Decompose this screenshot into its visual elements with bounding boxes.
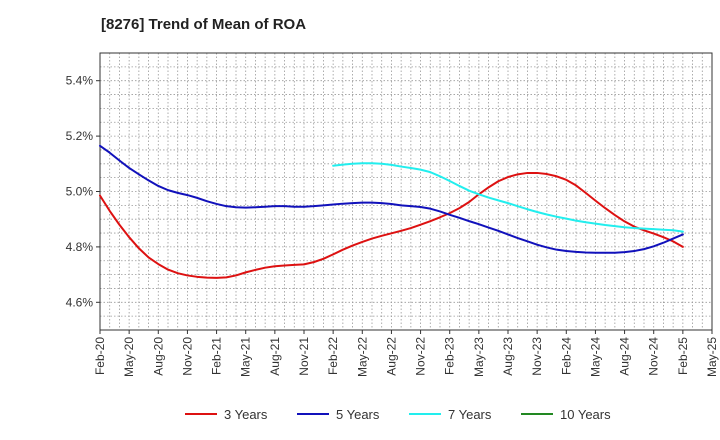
legend-label-7-years: 7 Years bbox=[448, 407, 492, 422]
x-tick-label: May-20 bbox=[122, 337, 136, 377]
series-line-5-years bbox=[99, 144, 684, 254]
x-tick-label: Feb-25 bbox=[676, 337, 690, 375]
x-tick-label: Aug-23 bbox=[501, 337, 515, 376]
legend: 3 Years 5 Years 7 Years 10 Years bbox=[185, 407, 611, 422]
y-tick-label: 5.0% bbox=[66, 185, 94, 199]
x-tick-label: May-21 bbox=[239, 337, 253, 377]
x-tick-label: Aug-20 bbox=[151, 337, 165, 376]
axes: 4.6% 4.8% 5.0% 5.2% 5.4% Feb-20 May-20 Aug-20 No… bbox=[66, 52, 719, 377]
legend-label-3-years: 3 Years bbox=[224, 407, 268, 422]
x-tick-label: Feb-24 bbox=[559, 337, 573, 375]
x-tick-label: May-22 bbox=[355, 337, 369, 377]
x-tick-label: Nov-20 bbox=[180, 337, 194, 376]
series-line-3-years bbox=[99, 171, 684, 279]
grid bbox=[99, 53, 713, 330]
x-tick-label: Nov-21 bbox=[297, 337, 311, 376]
y-tick-label: 5.2% bbox=[66, 129, 94, 143]
x-tick-label: Feb-23 bbox=[443, 337, 457, 375]
chart-title: [8276] Trend of Mean of ROA bbox=[101, 16, 307, 33]
x-tick-label: Feb-20 bbox=[93, 337, 107, 375]
series-layer bbox=[99, 144, 684, 279]
x-tick-label: Feb-21 bbox=[210, 337, 224, 375]
x-tick-label: Aug-21 bbox=[268, 337, 282, 376]
x-tick-label: Aug-22 bbox=[384, 337, 398, 376]
x-tick-label: May-23 bbox=[472, 337, 486, 377]
legend-label-10-years: 10 Years bbox=[560, 407, 611, 422]
x-tick-label: Aug-24 bbox=[618, 337, 632, 376]
x-tick-label: May-25 bbox=[705, 337, 719, 377]
y-tick-label: 4.8% bbox=[66, 240, 94, 254]
x-tick-label: Nov-23 bbox=[530, 337, 544, 376]
x-tick-label: Nov-22 bbox=[414, 337, 428, 376]
legend-label-5-years: 5 Years bbox=[336, 407, 380, 422]
x-tick-label: Feb-22 bbox=[326, 337, 340, 375]
y-tick-label: 4.6% bbox=[66, 295, 94, 309]
x-tick-label: May-24 bbox=[588, 337, 602, 377]
x-tick-label: Nov-24 bbox=[647, 337, 661, 376]
series-line-7-years bbox=[332, 162, 684, 233]
y-tick-label: 5.4% bbox=[66, 74, 94, 88]
